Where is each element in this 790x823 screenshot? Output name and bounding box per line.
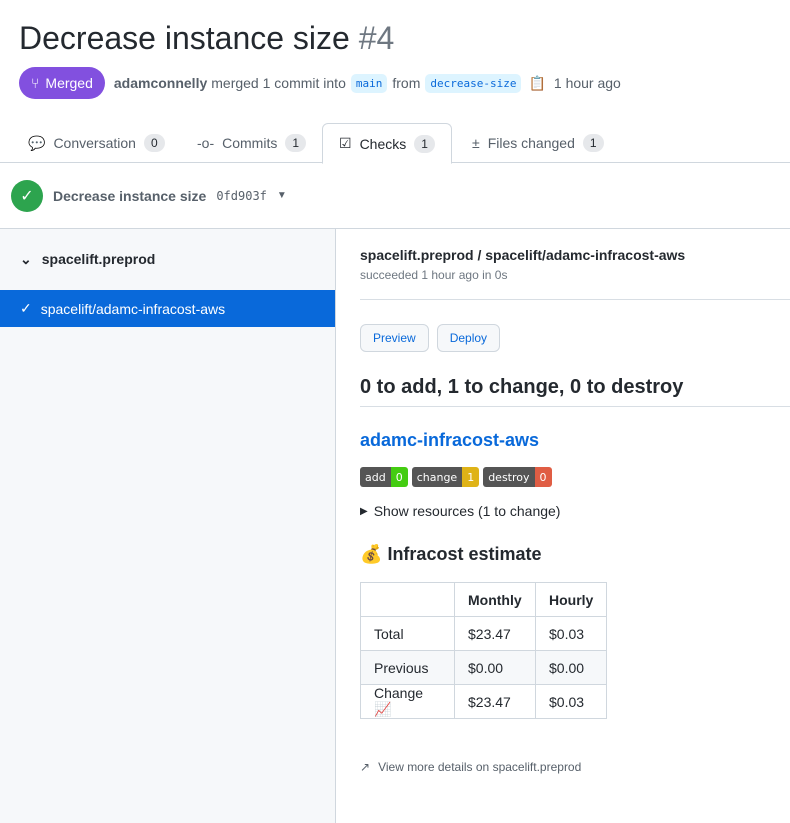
badge-value: 0 [534,467,552,487]
pr-title: Decrease instance size #4 [19,20,394,57]
file-diff-icon: ± [472,135,480,151]
tab-checks[interactable]: ☑ Checks 1 [322,123,452,164]
tab-label: Conversation [53,135,136,151]
check-subtitle: succeeded 1 hour ago in 0s [360,268,508,282]
table-row: Change 📈 $23.47 $0.03 [360,684,608,719]
cell: Previous [360,650,455,685]
table-row: Previous $0.00 $0.00 [360,650,608,685]
plan-summary: 0 to add, 1 to change, 0 to destroy [360,376,790,407]
badge-label: destroy [483,467,535,487]
commit-sha[interactable]: 0fd903f [216,188,267,203]
header-cell: Hourly [534,582,608,617]
pr-number: #4 [358,20,395,56]
author-link[interactable]: adamconnelly [113,75,208,91]
timestamp: 1 hour ago [553,75,621,91]
suite-name: spacelift.preprod [41,251,156,267]
estimate-heading: 💰 Infracost estimate [360,544,790,565]
head-branch[interactable]: decrease-size [425,73,522,93]
external-link-icon: ↗ [360,760,371,774]
tab-label: Files changed [487,135,575,151]
check-run-selected[interactable]: ✓ spacelift/adamc-infracost-aws [0,290,335,327]
tab-count: 1 [582,134,604,152]
more-details-link[interactable]: ↗ View more details on spacelift.preprod [360,760,790,774]
tab-count: 0 [143,134,165,152]
show-resources-toggle[interactable]: ▶ Show resources (1 to change) [360,503,790,519]
header-cell: Monthly [454,582,536,617]
triangle-right-icon: ▶ [360,505,368,517]
merge-icon: ⑂ [31,75,40,91]
tab-count: 1 [285,134,307,152]
badge-label: add [360,467,391,487]
from-text: from [392,75,421,91]
cell: $0.00 [454,650,536,685]
pr-title-text: Decrease instance size [19,20,350,56]
preview-button[interactable]: Preview [360,324,429,352]
more-details-label: View more details on spacelift.preprod [378,760,582,774]
money-bag-icon: 💰 [360,544,383,564]
badge-value: 0 [390,467,408,487]
change-badge: change 1 [411,467,480,487]
tab-label: Checks [359,135,407,152]
stack-link[interactable]: adamc-infracost-aws [360,430,540,450]
caret-down-icon[interactable]: ▼ [276,190,287,201]
commit-icon: -o- [197,135,215,151]
check-title: spacelift.preprod / spacelift/adamc-infr… [360,247,686,263]
base-branch[interactable]: main [350,73,388,93]
tab-commits[interactable]: -o- Commits 1 [197,123,307,163]
pr-tabs: 💬 Conversation 0 -o- Commits 1 ☑ Checks 1 ± Fil… [0,123,790,164]
tab-conversation[interactable]: 💬 Conversation 0 [28,123,165,163]
table-row: Total $23.47 $0.03 [360,616,608,651]
estimate-title: Infracost estimate [387,544,542,564]
tab-files-changed[interactable]: ± Files changed 1 [472,123,604,163]
badge-label: change [411,467,463,487]
run-name: spacelift/adamc-infracost-aws [40,300,226,317]
divider [360,299,790,300]
check-suite[interactable]: ⌄ spacelift.preprod [20,251,155,268]
status-label: Merged [45,75,93,91]
cell: $0.03 [534,616,608,651]
cell: $23.47 [454,616,536,651]
chevron-down-icon: ⌄ [20,251,32,267]
status-badge: ⑂ Merged [19,67,105,99]
table-header-row: Monthly Hourly [360,582,608,617]
commit-name: Decrease instance size [53,187,207,204]
add-badge: add 0 [360,467,408,487]
deploy-button[interactable]: Deploy [436,324,501,352]
checks-header: ✓ Decrease instance size 0fd903f ▼ [0,163,790,229]
checks-sidebar: ⌄ spacelift.preprod ✓ spacelift/adamc-infr… [0,229,336,823]
tab-label: Commits [222,135,278,151]
plan-badges: add 0 change 1 destroy 0 [360,467,790,487]
cell: $23.47 [454,684,536,719]
pr-meta: ⑂ Merged adamconnelly merged 1 commit int… [19,67,621,99]
badge-value: 1 [462,467,480,487]
checklist-icon: ☑ [339,135,352,151]
check-details: spacelift.preprod / spacelift/adamc-infr… [360,229,790,774]
cell: Total [360,616,455,651]
copy-icon[interactable]: 📋 [528,74,546,91]
cell: $0.00 [534,650,608,685]
cell: Change 📈 [360,684,455,719]
header-cell [360,582,455,617]
cell: $0.03 [534,684,608,719]
merge-text: merged 1 commit into [211,75,346,91]
comment-icon: 💬 [28,134,46,151]
check-success-icon: ✓ [11,179,43,212]
destroy-badge: destroy 0 [483,467,552,487]
show-resources-label: Show resources (1 to change) [373,503,561,519]
tab-count: 1 [414,134,435,153]
cost-table: Monthly Hourly Total $23.47 $0.03 Previous $… [360,582,608,719]
check-icon: ✓ [20,300,32,316]
